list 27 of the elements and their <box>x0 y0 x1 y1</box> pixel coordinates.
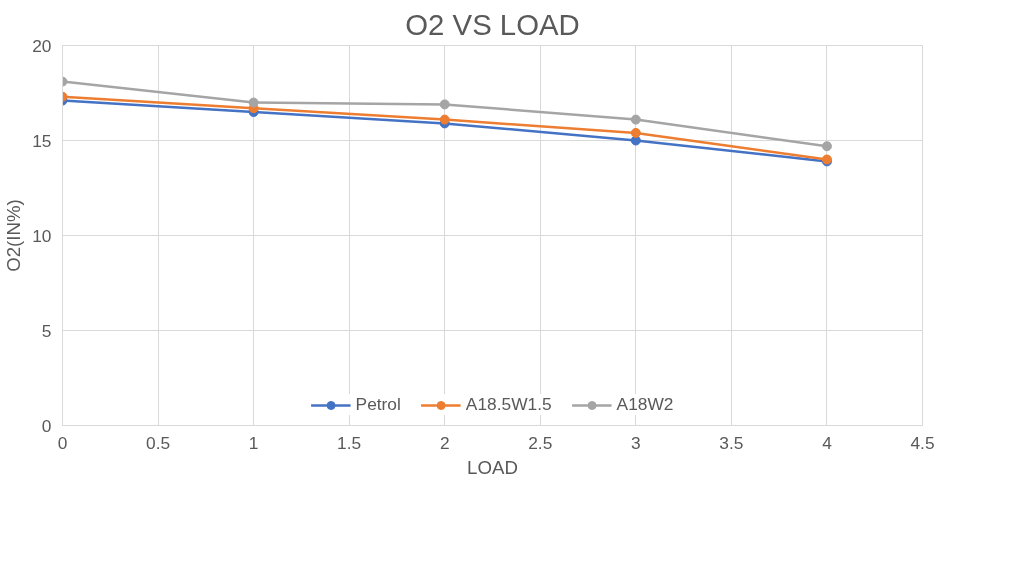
x-tick-label: 2 <box>439 432 450 453</box>
x-tick-label: 4 <box>822 432 833 453</box>
y-tick-label: 10 <box>32 225 52 246</box>
y-tick-label: 5 <box>41 320 52 341</box>
legend-label: A18.5W1.5 <box>465 394 552 415</box>
y-tick-label: 0 <box>41 415 52 436</box>
x-tick-label: 4.5 <box>910 432 935 453</box>
chart-title: O2 VS LOAD <box>405 7 580 41</box>
y-axis-title: O2(IN%) <box>3 199 25 272</box>
x-tick-label: 2.5 <box>528 432 553 453</box>
point <box>439 99 450 110</box>
x-tick-label: 0.5 <box>146 432 171 453</box>
point <box>821 141 832 152</box>
point <box>630 114 641 125</box>
x-axis-title: LOAD <box>467 456 518 478</box>
legend-label: A18W2 <box>616 394 674 415</box>
legend-label: Petrol <box>355 394 401 415</box>
x-tick-label: 3 <box>631 432 641 453</box>
point <box>248 97 259 108</box>
point <box>630 127 641 138</box>
point <box>439 114 450 125</box>
x-tick-label: 3.5 <box>719 432 744 453</box>
x-tick-label: 0 <box>57 432 68 453</box>
x-tick-label: 1 <box>248 432 259 453</box>
y-tick-label: 20 <box>32 35 52 56</box>
x-tick-label: 1.5 <box>337 432 362 453</box>
y-tick-label: 15 <box>32 130 52 151</box>
